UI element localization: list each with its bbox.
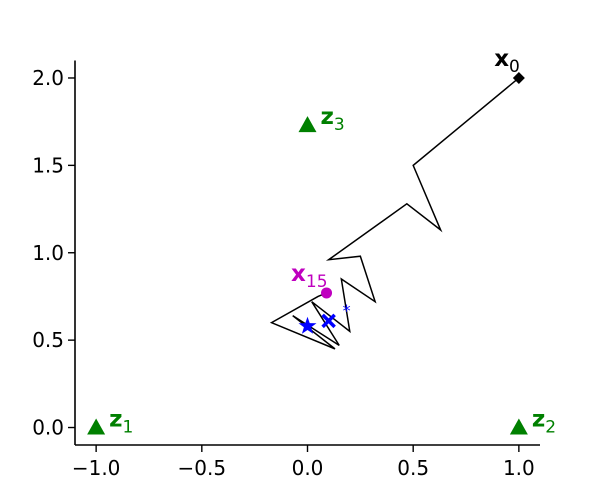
y-tick-label: 1.0 (32, 241, 64, 265)
x-tick-label: −0.5 (178, 456, 227, 480)
x-tick-label: −1.0 (72, 456, 121, 480)
y-tick-label: 0.5 (32, 328, 64, 352)
y-tick-label: 1.5 (32, 153, 64, 177)
label-main: * (343, 301, 351, 320)
x-tick-label: 0.0 (292, 456, 324, 480)
label-main: z (321, 104, 334, 130)
marker-triangle (87, 418, 106, 435)
point-label: z3 (321, 104, 345, 135)
label-main: z (532, 407, 545, 433)
marker-triangle (298, 116, 317, 133)
point-label: x0 (494, 46, 520, 77)
label-main: z (109, 407, 122, 433)
label-sub: 15 (306, 272, 328, 292)
label-sub: 1 (123, 418, 134, 438)
y-tick-label: 0.0 (32, 416, 64, 440)
trajectory (269, 77, 520, 350)
x-tick-label: 1.0 (503, 456, 535, 480)
x-tick-label: 0.5 (397, 456, 429, 480)
point-label: z1 (109, 407, 133, 438)
label-main: x (494, 46, 509, 72)
label-sub: 3 (334, 115, 345, 135)
label-main: x (291, 261, 306, 287)
marker-triangle (509, 418, 528, 435)
y-tick-label: 2.0 (32, 66, 64, 90)
point-label: * (343, 301, 351, 320)
point-label: z2 (532, 407, 556, 438)
marker-diamond (512, 71, 525, 84)
marker-star (298, 316, 317, 334)
point-label: x15 (291, 261, 327, 292)
label-sub: 2 (545, 418, 556, 438)
label-sub: 0 (509, 57, 520, 77)
marker-circle (321, 287, 333, 299)
marker-x (321, 313, 336, 329)
